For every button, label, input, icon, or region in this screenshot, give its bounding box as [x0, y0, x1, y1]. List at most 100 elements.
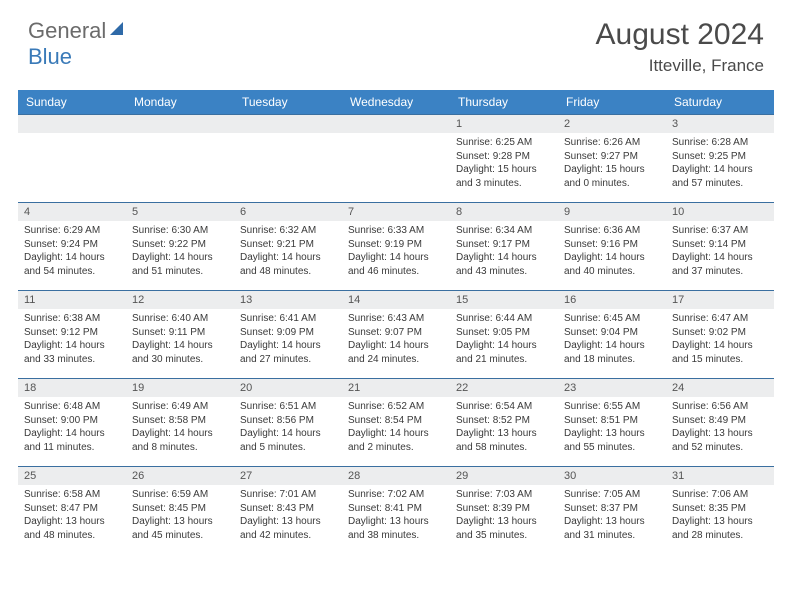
daylight-line: Daylight: 13 hours and 38 minutes. — [348, 515, 444, 542]
daylight-line: Daylight: 14 hours and 21 minutes. — [456, 339, 552, 366]
daylight-line: Daylight: 13 hours and 35 minutes. — [456, 515, 552, 542]
sunrise-line: Sunrise: 6:32 AM — [240, 224, 336, 238]
calendar-header-row: SundayMondayTuesdayWednesdayThursdayFrid… — [18, 90, 774, 114]
day-number: 9 — [558, 202, 666, 221]
sunset-line: Sunset: 9:25 PM — [672, 150, 768, 164]
sunrise-line: Sunrise: 6:36 AM — [564, 224, 660, 238]
calendar-cell: 24Sunrise: 6:56 AMSunset: 8:49 PMDayligh… — [666, 378, 774, 466]
daylight-line: Daylight: 14 hours and 37 minutes. — [672, 251, 768, 278]
sunset-line: Sunset: 9:28 PM — [456, 150, 552, 164]
day-number: 10 — [666, 202, 774, 221]
logo: GeneralBlue — [28, 18, 126, 70]
day-number: 11 — [18, 290, 126, 309]
daylight-line: Daylight: 13 hours and 52 minutes. — [672, 427, 768, 454]
daylight-line: Daylight: 15 hours and 0 minutes. — [564, 163, 660, 190]
calendar-cell: 25Sunrise: 6:58 AMSunset: 8:47 PMDayligh… — [18, 466, 126, 554]
daylight-line: Daylight: 14 hours and 24 minutes. — [348, 339, 444, 366]
calendar-cell: 22Sunrise: 6:54 AMSunset: 8:52 PMDayligh… — [450, 378, 558, 466]
day-details: Sunrise: 6:30 AMSunset: 9:22 PMDaylight:… — [126, 221, 234, 281]
calendar-cell: 9Sunrise: 6:36 AMSunset: 9:16 PMDaylight… — [558, 202, 666, 290]
day-details: Sunrise: 6:45 AMSunset: 9:04 PMDaylight:… — [558, 309, 666, 369]
daylight-line: Daylight: 14 hours and 18 minutes. — [564, 339, 660, 366]
day-number-empty — [18, 114, 126, 133]
day-details: Sunrise: 6:29 AMSunset: 9:24 PMDaylight:… — [18, 221, 126, 281]
sunrise-line: Sunrise: 6:48 AM — [24, 400, 120, 414]
sunrise-line: Sunrise: 6:54 AM — [456, 400, 552, 414]
day-details: Sunrise: 6:51 AMSunset: 8:56 PMDaylight:… — [234, 397, 342, 457]
calendar-cell: 12Sunrise: 6:40 AMSunset: 9:11 PMDayligh… — [126, 290, 234, 378]
sunset-line: Sunset: 9:04 PM — [564, 326, 660, 340]
calendar-cell: 2Sunrise: 6:26 AMSunset: 9:27 PMDaylight… — [558, 114, 666, 202]
calendar-cell: 8Sunrise: 6:34 AMSunset: 9:17 PMDaylight… — [450, 202, 558, 290]
day-number: 2 — [558, 114, 666, 133]
daylight-line: Daylight: 13 hours and 28 minutes. — [672, 515, 768, 542]
sunrise-line: Sunrise: 6:59 AM — [132, 488, 228, 502]
calendar-cell — [234, 114, 342, 202]
logo-word2: Blue — [28, 44, 72, 69]
sunset-line: Sunset: 8:43 PM — [240, 502, 336, 516]
sunset-line: Sunset: 9:16 PM — [564, 238, 660, 252]
day-number: 16 — [558, 290, 666, 309]
day-number: 29 — [450, 466, 558, 485]
day-number: 30 — [558, 466, 666, 485]
sunset-line: Sunset: 8:56 PM — [240, 414, 336, 428]
day-details: Sunrise: 7:06 AMSunset: 8:35 PMDaylight:… — [666, 485, 774, 545]
sunset-line: Sunset: 9:21 PM — [240, 238, 336, 252]
sunset-line: Sunset: 9:17 PM — [456, 238, 552, 252]
daylight-line: Daylight: 13 hours and 48 minutes. — [24, 515, 120, 542]
sunrise-line: Sunrise: 6:55 AM — [564, 400, 660, 414]
calendar-cell: 28Sunrise: 7:02 AMSunset: 8:41 PMDayligh… — [342, 466, 450, 554]
sunset-line: Sunset: 8:39 PM — [456, 502, 552, 516]
day-number: 19 — [126, 378, 234, 397]
day-details: Sunrise: 6:48 AMSunset: 9:00 PMDaylight:… — [18, 397, 126, 457]
day-details: Sunrise: 7:02 AMSunset: 8:41 PMDaylight:… — [342, 485, 450, 545]
weekday-header: Thursday — [450, 90, 558, 114]
day-number-empty — [342, 114, 450, 133]
day-details: Sunrise: 6:43 AMSunset: 9:07 PMDaylight:… — [342, 309, 450, 369]
daylight-line: Daylight: 13 hours and 31 minutes. — [564, 515, 660, 542]
daylight-line: Daylight: 13 hours and 55 minutes. — [564, 427, 660, 454]
day-details: Sunrise: 6:37 AMSunset: 9:14 PMDaylight:… — [666, 221, 774, 281]
weekday-header: Friday — [558, 90, 666, 114]
day-details: Sunrise: 6:34 AMSunset: 9:17 PMDaylight:… — [450, 221, 558, 281]
calendar-cell: 13Sunrise: 6:41 AMSunset: 9:09 PMDayligh… — [234, 290, 342, 378]
weekday-header: Wednesday — [342, 90, 450, 114]
day-details: Sunrise: 6:56 AMSunset: 8:49 PMDaylight:… — [666, 397, 774, 457]
daylight-line: Daylight: 14 hours and 5 minutes. — [240, 427, 336, 454]
day-number: 8 — [450, 202, 558, 221]
sunset-line: Sunset: 8:41 PM — [348, 502, 444, 516]
sunrise-line: Sunrise: 6:37 AM — [672, 224, 768, 238]
calendar-row: 4Sunrise: 6:29 AMSunset: 9:24 PMDaylight… — [18, 202, 774, 290]
sunrise-line: Sunrise: 7:01 AM — [240, 488, 336, 502]
daylight-line: Daylight: 14 hours and 48 minutes. — [240, 251, 336, 278]
sunrise-line: Sunrise: 6:28 AM — [672, 136, 768, 150]
sunrise-line: Sunrise: 6:44 AM — [456, 312, 552, 326]
calendar-cell: 18Sunrise: 6:48 AMSunset: 9:00 PMDayligh… — [18, 378, 126, 466]
daylight-line: Daylight: 14 hours and 43 minutes. — [456, 251, 552, 278]
sunrise-line: Sunrise: 6:34 AM — [456, 224, 552, 238]
day-details: Sunrise: 7:01 AMSunset: 8:43 PMDaylight:… — [234, 485, 342, 545]
day-details: Sunrise: 6:47 AMSunset: 9:02 PMDaylight:… — [666, 309, 774, 369]
calendar-cell: 3Sunrise: 6:28 AMSunset: 9:25 PMDaylight… — [666, 114, 774, 202]
daylight-line: Daylight: 14 hours and 57 minutes. — [672, 163, 768, 190]
location: Itteville, France — [596, 56, 764, 76]
day-number-empty — [126, 114, 234, 133]
calendar-cell: 26Sunrise: 6:59 AMSunset: 8:45 PMDayligh… — [126, 466, 234, 554]
day-details: Sunrise: 6:32 AMSunset: 9:21 PMDaylight:… — [234, 221, 342, 281]
sunrise-line: Sunrise: 7:05 AM — [564, 488, 660, 502]
sunrise-line: Sunrise: 6:52 AM — [348, 400, 444, 414]
calendar-table: SundayMondayTuesdayWednesdayThursdayFrid… — [18, 90, 774, 554]
daylight-line: Daylight: 14 hours and 30 minutes. — [132, 339, 228, 366]
sunset-line: Sunset: 8:54 PM — [348, 414, 444, 428]
daylight-line: Daylight: 14 hours and 54 minutes. — [24, 251, 120, 278]
sunrise-line: Sunrise: 6:30 AM — [132, 224, 228, 238]
calendar-cell — [18, 114, 126, 202]
sunrise-line: Sunrise: 6:41 AM — [240, 312, 336, 326]
calendar-cell: 29Sunrise: 7:03 AMSunset: 8:39 PMDayligh… — [450, 466, 558, 554]
calendar-row: 18Sunrise: 6:48 AMSunset: 9:00 PMDayligh… — [18, 378, 774, 466]
sunset-line: Sunset: 9:12 PM — [24, 326, 120, 340]
calendar-cell: 7Sunrise: 6:33 AMSunset: 9:19 PMDaylight… — [342, 202, 450, 290]
calendar-cell: 15Sunrise: 6:44 AMSunset: 9:05 PMDayligh… — [450, 290, 558, 378]
day-number: 20 — [234, 378, 342, 397]
day-number: 26 — [126, 466, 234, 485]
